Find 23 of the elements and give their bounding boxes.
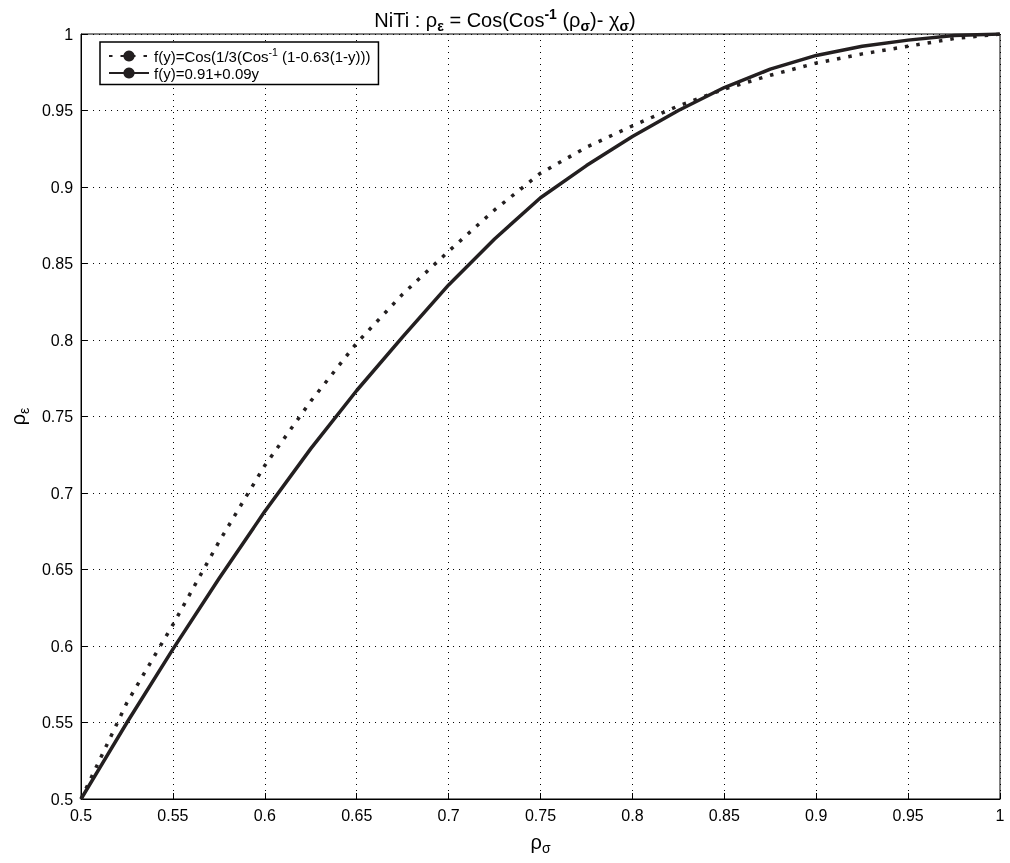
x-tick-label: 1 [995,806,1005,824]
y-tick-label: 0.8 [50,331,74,349]
x-tick-label: 0.85 [708,806,740,824]
x-tick-label: 0.95 [892,806,924,824]
x-tick-label: 0.75 [524,806,557,824]
x-tick-label: 0.9 [805,806,828,824]
x-tick-label: 0.8 [621,806,644,824]
x-tick-label: 0.55 [157,806,189,824]
y-tick-label: 1 [64,25,74,43]
x-tick-label: 0.65 [341,806,373,824]
y-tick-label: 0.85 [41,255,74,272]
x-tick-label: 0.7 [437,806,460,824]
y-tick-label: 0.75 [41,408,74,425]
y-tick-label: 0.95 [41,102,74,119]
y-tick-label: 0.7 [50,484,74,502]
y-tick-label: 0.9 [50,178,74,196]
y-tick-label: 0.6 [50,637,74,655]
y-tick-label: 0.55 [41,714,74,731]
x-tick-label: 0.6 [253,806,277,824]
y-tick-label: 0.65 [41,561,74,578]
x-tick-label: 0.5 [69,806,93,824]
legend-label: f(y)=0.91+0.09y [154,64,260,82]
y-tick-label: 0.5 [50,790,74,808]
